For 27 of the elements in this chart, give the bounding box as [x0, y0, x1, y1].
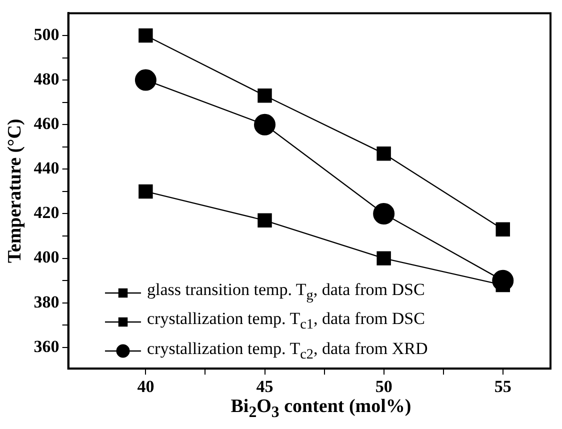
point	[376, 146, 391, 161]
point	[254, 114, 276, 136]
point	[138, 184, 153, 199]
y-tick-label: 420	[34, 203, 60, 222]
point	[134, 69, 156, 91]
legend-label: glass transition temp. T$_{g}$, data from DSC	[147, 279, 425, 306]
point	[138, 28, 153, 43]
x-tick-label: 50	[375, 377, 392, 396]
y-tick-label: 460	[34, 114, 60, 133]
y-tick-label: 380	[34, 292, 60, 312]
legend-label: crystallization temp. T$_{c2}$, data from XRD	[147, 338, 428, 364]
x-axis-title: Bi$_{2}$O$_{3}$ content (mol%)	[230, 396, 412, 422]
y-tick-label: 440	[34, 158, 60, 178]
point	[496, 222, 510, 236]
y-axis-title: Temperature (°C)	[4, 118, 26, 264]
y-tick-label: 400	[34, 248, 60, 267]
y-tick-label: 500	[34, 24, 60, 44]
point	[373, 202, 395, 224]
x-tick-label: 45	[256, 377, 274, 396]
point	[258, 213, 272, 228]
y-tick-label: 360	[34, 336, 60, 356]
legend-label: crystallization temp. T$_{c1}$, data from DSC	[147, 308, 425, 335]
point	[258, 88, 272, 103]
point	[376, 251, 391, 266]
y-tick-label: 480	[34, 69, 60, 88]
x-tick-label: 40	[137, 377, 154, 396]
x-tick-label: 55	[494, 377, 512, 396]
